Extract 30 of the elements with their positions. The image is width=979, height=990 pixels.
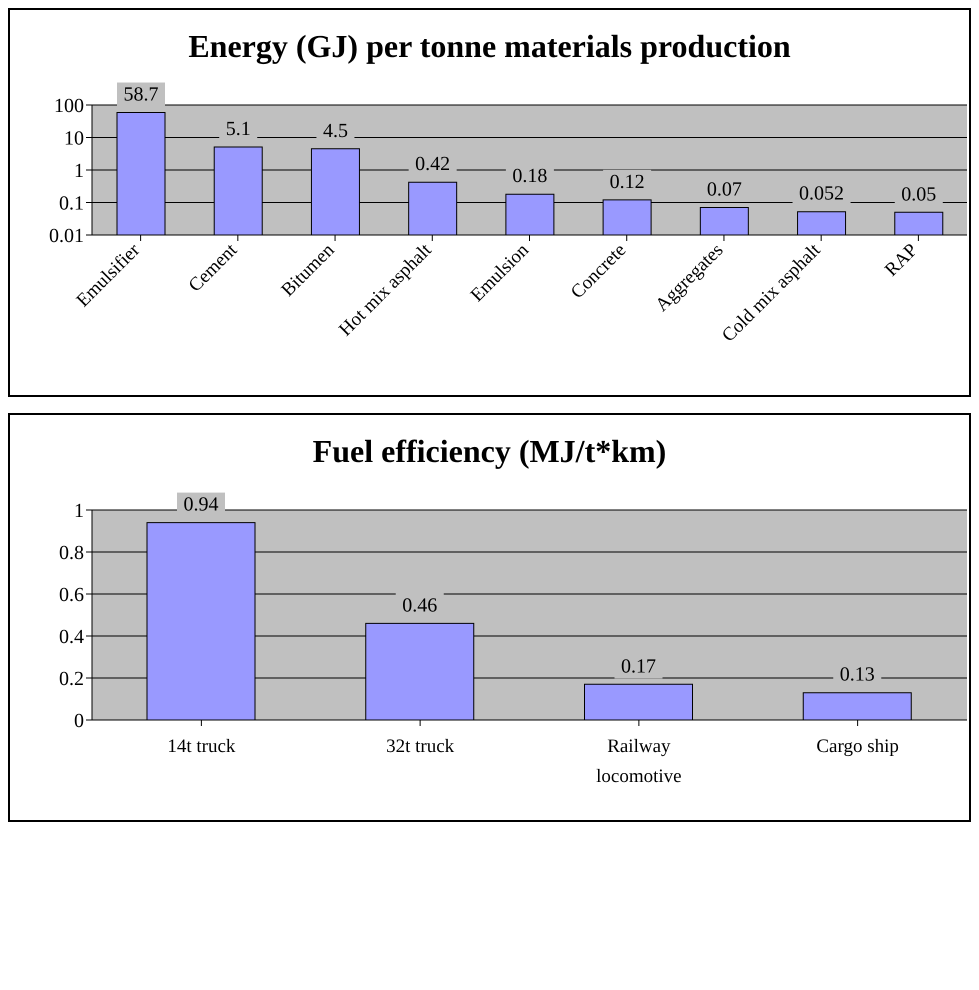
data-label: 0.42 [415,153,450,176]
data-label: 58.7 [124,84,158,106]
data-label: 0.05 [901,183,936,206]
y-tick-label: 100 [54,95,84,118]
x-tick-label: 14t truck [167,736,236,757]
x-tick-label: Cargo ship [816,736,899,757]
data-label: 4.5 [322,120,348,142]
data-label: 0.07 [706,178,742,201]
data-label: 0.052 [799,182,844,205]
y-tick-label: 0 [74,710,84,732]
data-label: 0.17 [621,655,656,678]
data-label: 0.46 [402,594,438,616]
data-label: 0.94 [184,494,218,516]
data-label: 0.12 [610,170,645,193]
y-tick-label: 0.6 [59,584,84,606]
y-tick-label: 0.4 [59,626,84,648]
chart-title: Fuel efficiency (MJ/t*km) [312,432,668,470]
x-tick-label: Railway locomotive [596,736,682,787]
y-tick-label: 1 [74,500,84,522]
y-tick-label: 0.01 [49,225,84,248]
data-label: 0.13 [840,664,875,686]
x-tick-label: 32t truck [386,736,455,757]
data-label: 0.18 [512,165,548,188]
y-tick-label: 0.2 [59,668,84,690]
chart-title: Energy (GJ) per tonne materials production [187,27,792,65]
y-tick-label: 0.1 [59,192,84,215]
y-tick-label: 10 [64,128,84,150]
y-tick-label: 0.8 [59,542,84,564]
y-tick-label: 1 [74,160,84,182]
data-label: 5.1 [226,118,251,140]
